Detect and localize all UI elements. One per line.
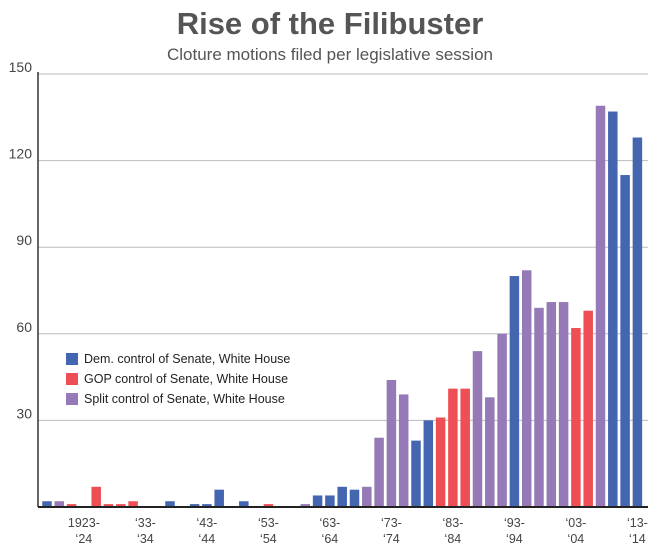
- x-tick-label: ‘63-: [319, 516, 340, 530]
- legend: Dem. control of Senate, White House GOP …: [66, 349, 290, 409]
- bar-1945-46: [214, 489, 224, 507]
- bar-1959-60: [300, 504, 311, 507]
- bar-1973-74: [386, 379, 397, 507]
- bar-1943-44: [202, 504, 212, 507]
- bar-1971-72: [374, 437, 384, 507]
- bar-2001-02: [558, 302, 569, 507]
- bar-1975-76: [398, 394, 409, 507]
- x-tick-label: ‘34: [137, 532, 154, 546]
- bar-1969-70: [362, 486, 372, 507]
- x-tick-label: ‘54: [260, 532, 277, 546]
- x-tick-label: ‘33-: [135, 516, 156, 530]
- bar-1953-54: [263, 504, 274, 507]
- bar-1989-90: [485, 397, 495, 507]
- bar-1979-80: [423, 420, 434, 507]
- bar-1985-86: [460, 388, 470, 507]
- bar-1999-00: [546, 302, 557, 507]
- x-tick-label: ‘43-: [196, 516, 217, 530]
- y-tick-label: 30: [16, 405, 32, 421]
- legend-label-dem: Dem. control of Senate, White House: [84, 352, 291, 366]
- bar-1987-88: [472, 351, 483, 507]
- bar-1991-92: [497, 333, 507, 507]
- chart-title: Rise of the Filibuster: [176, 6, 484, 41]
- bar-1981-82: [435, 417, 446, 507]
- legend-item-dem: Dem. control of Senate, White House: [66, 349, 290, 369]
- legend-swatch-gop: [66, 373, 78, 385]
- x-tick-label: ‘44: [199, 532, 216, 546]
- legend-item-split: Split control of Senate, White House: [66, 389, 290, 409]
- legend-item-gop: GOP control of Senate, White House: [66, 369, 290, 389]
- bar-1983-84: [448, 388, 458, 507]
- bar-2007-08: [595, 105, 606, 508]
- bar-1977-78: [411, 440, 421, 507]
- bar-1917-18: [42, 501, 52, 507]
- legend-swatch-split: [66, 393, 78, 405]
- bar-2009-10: [608, 111, 618, 507]
- x-tick-label: ‘73-: [381, 516, 402, 530]
- bar-1963-64: [325, 495, 335, 507]
- bar-1949-50: [239, 501, 249, 507]
- x-tick-label: ‘84: [445, 532, 462, 546]
- y-tick-label: 60: [16, 319, 32, 335]
- y-tick-label: 150: [9, 59, 33, 75]
- bar-1927-28: [103, 504, 114, 507]
- bar-2011-12: [620, 175, 630, 508]
- x-tick-label: ‘53-: [258, 516, 279, 530]
- y-tick-label: 90: [16, 232, 32, 248]
- bar-1965-66: [337, 486, 347, 507]
- legend-label-split: Split control of Senate, White House: [84, 392, 285, 406]
- x-tick-label: ‘24: [76, 532, 93, 546]
- x-tick-label: 1923-: [68, 516, 100, 530]
- x-tick-label: ‘74: [383, 532, 400, 546]
- bar-1961-62: [312, 495, 323, 507]
- bar-2003-04: [571, 328, 581, 507]
- x-tick-label: ‘03-: [565, 516, 586, 530]
- bar-1993-94: [509, 276, 520, 507]
- x-tick-label: ‘04: [568, 532, 585, 546]
- bar-2013-14: [632, 137, 643, 508]
- x-tick-label: ‘83-: [442, 516, 463, 530]
- bar-1919-20: [54, 501, 65, 507]
- bar-1929-30: [116, 504, 126, 507]
- bar-1921-22: [66, 504, 77, 507]
- bar-1941-42: [189, 504, 200, 507]
- legend-label-gop: GOP control of Senate, White House: [84, 372, 289, 386]
- bar-1925-26: [91, 486, 101, 507]
- chart-subtitle: Cloture motions filed per legislative se…: [167, 45, 493, 64]
- x-tick-label: ‘64: [322, 532, 339, 546]
- bar-1967-68: [349, 489, 360, 507]
- bar-1997-98: [534, 307, 544, 507]
- bar-1995-96: [521, 270, 532, 507]
- legend-swatch-dem: [66, 353, 78, 365]
- x-tick-label: ‘93-: [504, 516, 525, 530]
- x-tick-label: ‘94: [506, 532, 523, 546]
- bar-2005-06: [583, 310, 593, 507]
- x-tick-label: ‘13-: [627, 516, 648, 530]
- y-tick-label: 120: [9, 146, 33, 162]
- x-tick-label: ‘14: [629, 532, 646, 546]
- bar-1937-38: [165, 501, 175, 507]
- bar-1931-32: [128, 501, 138, 507]
